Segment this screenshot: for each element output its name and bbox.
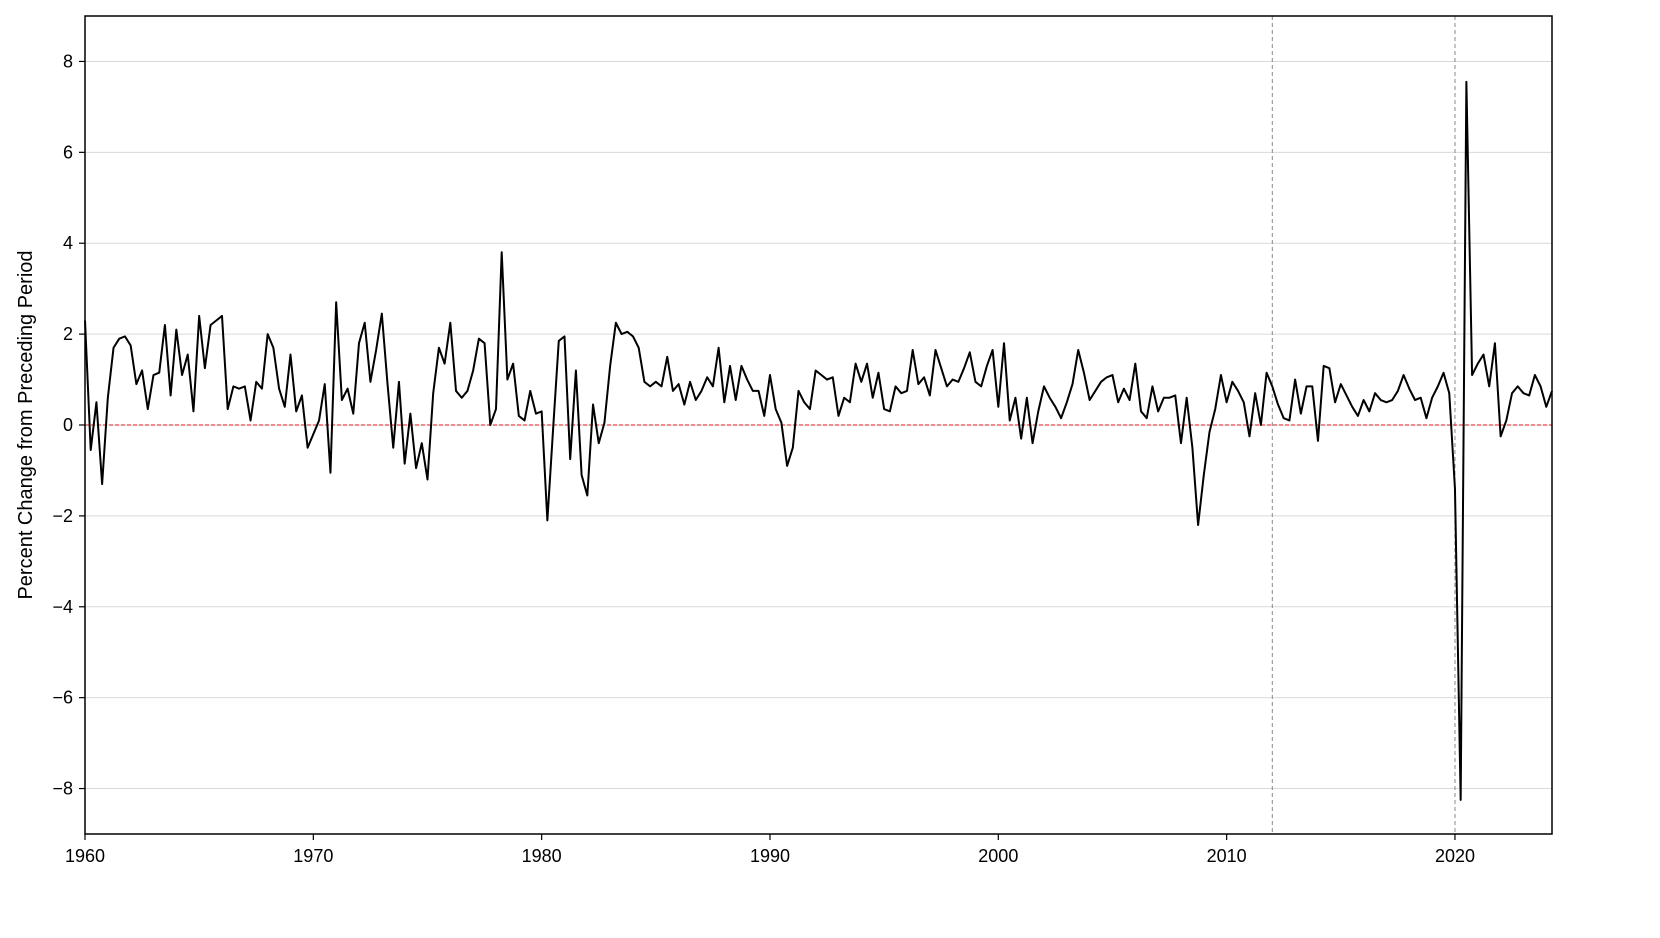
x-tick-label: 2000 — [978, 846, 1018, 866]
y-axis-label: Percent Change from Preceding Period — [15, 250, 37, 599]
y-tick-label: 4 — [63, 233, 73, 253]
x-tick-label: 1970 — [293, 846, 333, 866]
x-tick-label: 2020 — [1435, 846, 1475, 866]
axes: −8 −6 −4 −2 0 2 4 6 8 1960 1970 1980 1990 2000 2010 202… — [52, 51, 1475, 866]
y-tick-label: 0 — [63, 415, 73, 435]
reference-lines — [85, 16, 1552, 834]
y-tick-label: 2 — [63, 324, 73, 344]
x-tick-label: 2010 — [1207, 846, 1247, 866]
series-line — [84, 80, 1553, 801]
y-tick-label: −6 — [52, 688, 73, 708]
series-layer — [84, 80, 1553, 801]
x-tick-label: 1960 — [65, 846, 105, 866]
y-tick-label: −8 — [52, 779, 73, 799]
x-tick-label: 1990 — [750, 846, 790, 866]
y-tick-label: −2 — [52, 506, 73, 526]
y-tick-label: 6 — [63, 142, 73, 162]
x-tick-label: 1980 — [522, 846, 562, 866]
y-tick-label: 8 — [63, 51, 73, 71]
y-tick-label: −4 — [52, 597, 73, 617]
